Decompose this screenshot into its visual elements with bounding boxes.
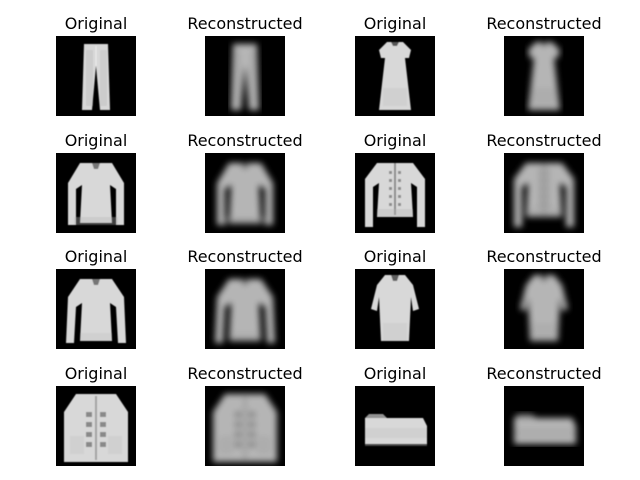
panel-r3-c1: Original — [36, 245, 156, 349]
panel-r2-c3: Original — [335, 129, 455, 233]
panel-r4-c2: Reconstructed — [185, 362, 305, 466]
panel-image — [355, 386, 435, 466]
panel-title: Original — [64, 247, 128, 266]
panel-r3-c3: Original — [335, 245, 455, 349]
panel-image — [504, 386, 584, 466]
panel-image — [205, 386, 285, 466]
panel-r3-c4: Reconstructed — [484, 245, 604, 349]
panel-title: Original — [363, 131, 427, 150]
panel-title: Original — [64, 131, 128, 150]
panel-image — [504, 36, 584, 116]
panel-image — [355, 269, 435, 349]
panel-image — [56, 386, 136, 466]
panel-image — [504, 269, 584, 349]
panel-image — [56, 269, 136, 349]
panel-image — [355, 153, 435, 233]
panel-r3-c2: Reconstructed — [185, 245, 305, 349]
panel-title: Reconstructed — [486, 364, 602, 383]
panel-r1-c2: Reconstructed — [185, 12, 305, 116]
panel-title: Reconstructed — [187, 247, 303, 266]
panel-r4-c3: Original — [335, 362, 455, 466]
panel-image — [56, 36, 136, 116]
panel-title: Reconstructed — [187, 131, 303, 150]
panel-image — [205, 153, 285, 233]
panel-r1-c1: Original — [36, 12, 156, 116]
panel-title: Reconstructed — [486, 14, 602, 33]
panel-r1-c3: Original — [335, 12, 455, 116]
panel-title: Original — [64, 14, 128, 33]
panel-title: Reconstructed — [187, 14, 303, 33]
panel-title: Original — [64, 364, 128, 383]
panel-r2-c1: Original — [36, 129, 156, 233]
panel-image — [205, 269, 285, 349]
panel-title: Original — [363, 14, 427, 33]
panel-r4-c1: Original — [36, 362, 156, 466]
panel-image — [56, 153, 136, 233]
panel-image — [355, 36, 435, 116]
panel-r4-c4: Reconstructed — [484, 362, 604, 466]
panel-r2-c4: Reconstructed — [484, 129, 604, 233]
panel-image — [504, 153, 584, 233]
panel-r2-c2: Reconstructed — [185, 129, 305, 233]
panel-title: Original — [363, 364, 427, 383]
panel-title: Reconstructed — [486, 247, 602, 266]
panel-title: Reconstructed — [486, 131, 602, 150]
panel-r1-c4: Reconstructed — [484, 12, 604, 116]
panel-title: Reconstructed — [187, 364, 303, 383]
panel-image — [205, 36, 285, 116]
panel-title: Original — [363, 247, 427, 266]
